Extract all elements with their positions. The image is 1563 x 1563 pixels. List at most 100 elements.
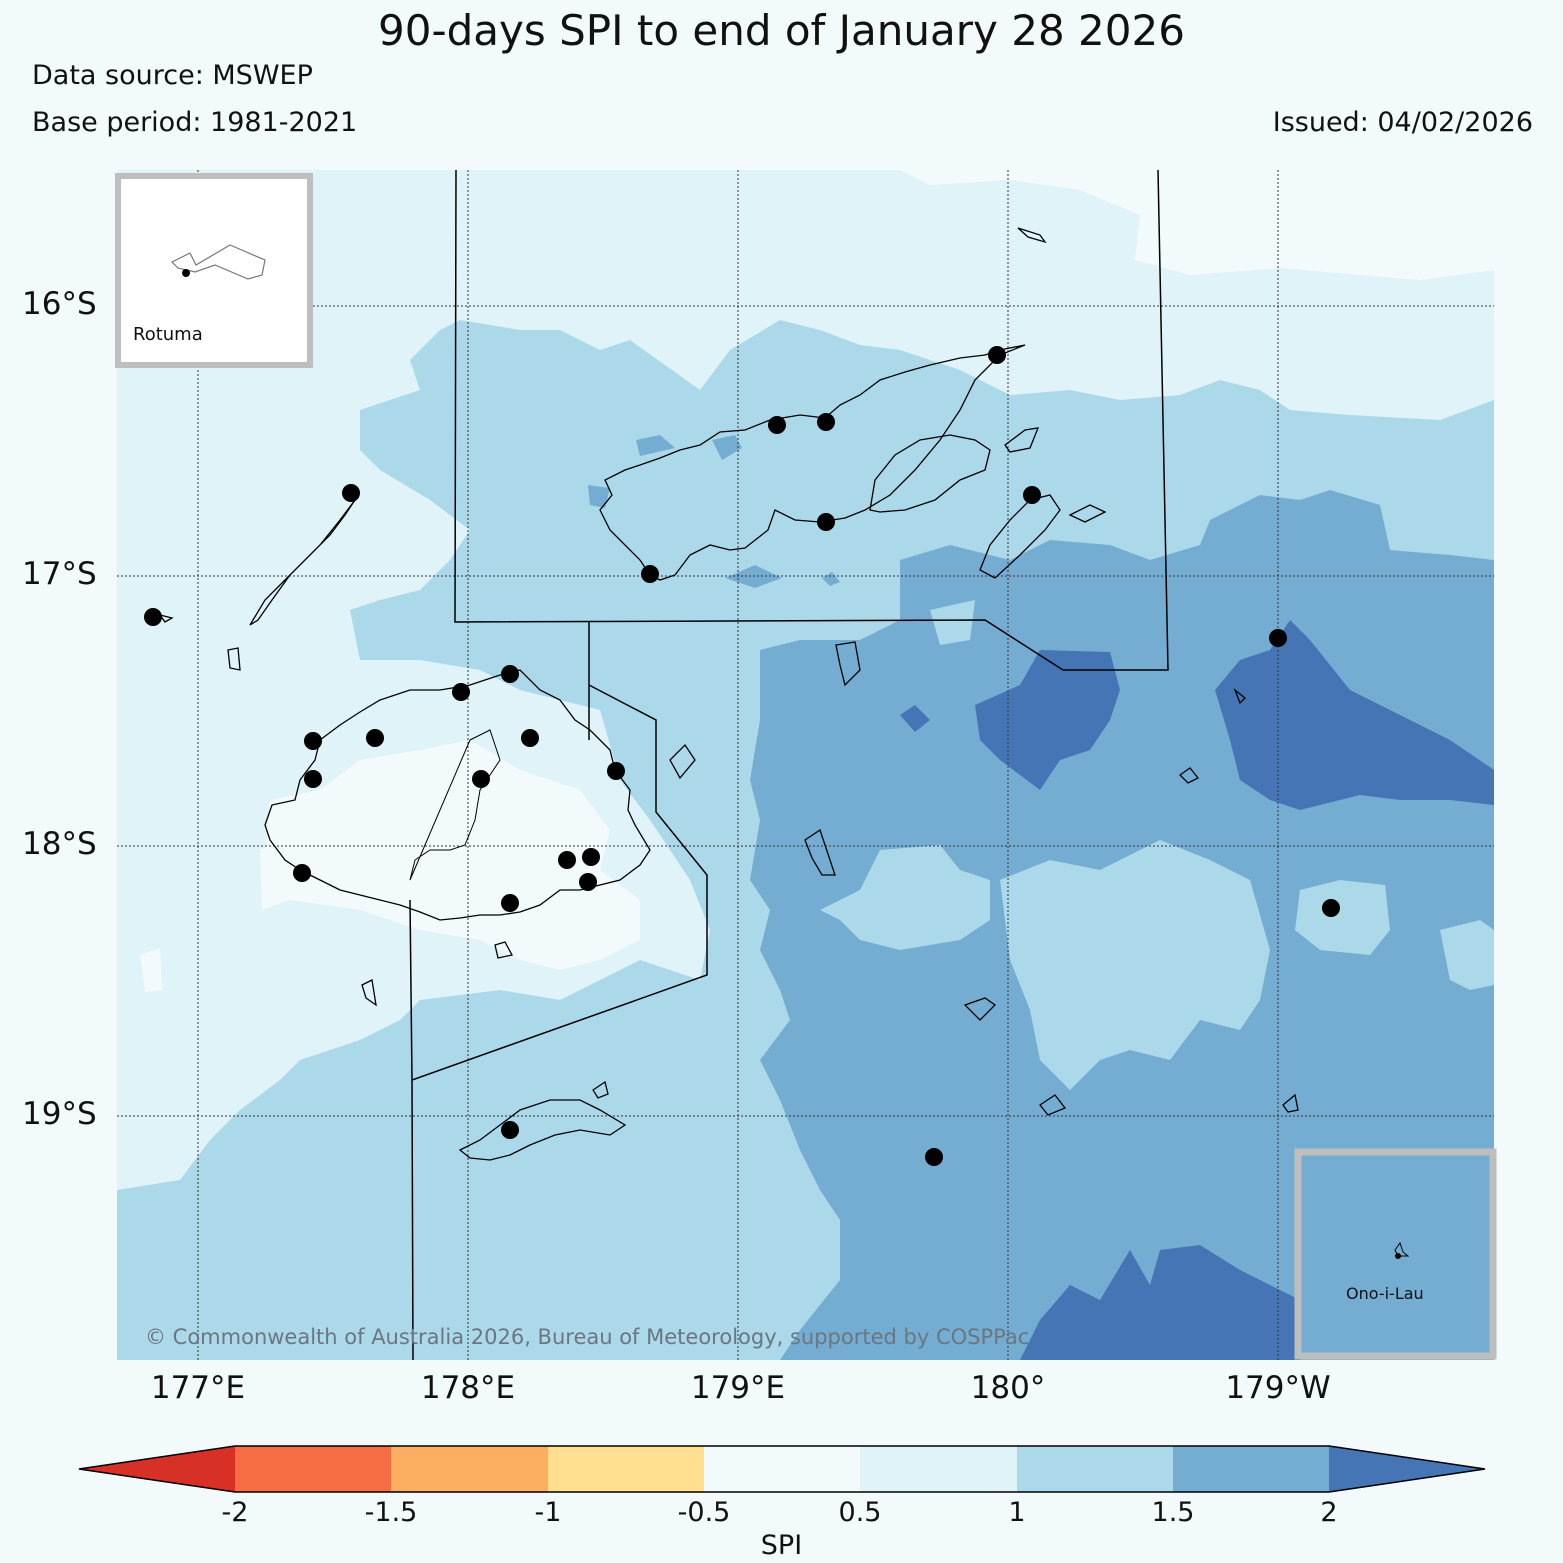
station-dot [768,416,786,434]
spi-region-0-05-small-2 [140,948,162,992]
station-dot [817,413,835,431]
lon-label-179w: 179°W [1225,1370,1331,1406]
colorbar-segment [704,1446,861,1492]
station-dot [293,864,311,882]
ono-i-lau-station-dot [1395,1253,1401,1259]
spi-region-1-15-hole-4 [1440,920,1494,990]
station-dot [579,873,597,891]
small-island-14 [361,979,377,1007]
station-markers [144,346,1340,1166]
small-island-4 [158,613,174,623]
small-island-6 [669,743,696,780]
spi-region-1-15-hole-3 [1295,880,1390,955]
station-dot [607,762,625,780]
spi-region-0-05-vitilevu [265,740,640,970]
ono-i-lau-inset [1294,1148,1497,1360]
vanua-levu-peninsula [869,434,991,513]
station-dot [521,729,539,747]
station-dot [641,565,659,583]
spi-region-1-15-hole-5 [930,600,975,645]
colorbar-tick: -1 [534,1497,562,1528]
small-island-10 [1178,767,1200,784]
station-dot [582,848,600,866]
colorbar-outline [78,1445,1486,1493]
colorbar-segment [1173,1446,1330,1492]
colorbar-label: SPI [760,1530,803,1561]
colorbar-segment [548,1446,705,1492]
colorbar-tick: -1.5 [364,1497,418,1528]
station-dot [501,894,519,912]
spi-region-gt2-d [1020,1245,1300,1360]
graticule [117,170,1494,1360]
colorbar-segment [860,1446,1017,1492]
copyright-notice: © Commonwealth of Australia 2026, Bureau… [145,1325,1030,1349]
spi-region-gt2-b [1215,620,1494,810]
small-island-3 [227,647,241,671]
issued-date-text: Issued: 04/02/2026 [1272,107,1533,138]
small-island-7 [804,828,836,876]
colorbar-tick: -0.5 [677,1497,731,1528]
station-dot [144,608,162,626]
small-island-8 [963,997,997,1021]
colorbar-extend-high [1329,1446,1485,1492]
lat-label-18s: 18°S [22,826,97,862]
colorbar-segment [1017,1446,1174,1492]
division-boundaries [409,169,1169,1361]
rotuma-island-outline [170,244,266,280]
data-source-text: Data source: MSWEP [32,60,313,91]
rotuma-inset [115,173,313,368]
station-dot [304,732,322,750]
colorbar-segment [235,1446,392,1492]
small-island-16 [494,941,513,959]
spi-region-1-15-hole [1000,840,1270,1090]
taveuni-coast [979,494,1061,579]
spi-speck-3 [588,485,610,508]
spi-region-0-05-north [117,170,1494,280]
station-dot [925,1148,943,1166]
colorbar [78,1445,1486,1493]
lat-label-19s: 19°S [22,1096,97,1132]
kadavu-coast [458,1099,627,1161]
page-title: 90-days SPI to end of January 28 2026 [378,6,1185,55]
station-dot [1023,486,1041,504]
rotuma-inset-label: Rotuma [133,324,203,345]
station-dot [501,665,519,683]
rotuma-station-dot [182,269,190,277]
ono-i-lau-inset-label: Ono-i-Lau [1346,1284,1424,1303]
small-island-13 [1017,227,1047,244]
yasawa-coast [249,499,356,626]
lon-label-178e: 178°E [420,1370,516,1406]
colorbar-tick: 1.5 [1151,1497,1195,1528]
station-dot [452,683,470,701]
station-dot [304,770,322,788]
lat-label-17s: 17°S [22,556,97,592]
station-dot [342,484,360,502]
spi-region-gt2-c [900,705,930,732]
station-dot [501,1121,519,1139]
vanua-levu-coast [599,344,1026,581]
colorbar-tick: -2 [221,1497,249,1528]
small-island-2 [1068,504,1107,523]
small-island-5 [835,641,861,687]
station-dot [1322,899,1340,917]
spi-region-1-15-hole-2 [820,845,990,950]
small-island-11 [1233,687,1246,705]
ono-i-lau-inset-frame [1294,1148,1497,1360]
small-island-12 [1282,1093,1299,1113]
base-period-text: Base period: 1981-2021 [32,107,358,138]
spi-speck-2 [712,435,742,460]
small-island-15 [592,1080,609,1099]
lon-label-177e: 177°E [150,1370,246,1406]
station-dot [988,346,1006,364]
spi-speck-1 [636,435,675,456]
station-dot [817,513,835,531]
small-island-9 [1039,1094,1067,1116]
rotuma-inset-frame [115,173,313,368]
station-dot [472,770,490,788]
station-dot [558,851,576,869]
spi-region-gt2-a [975,650,1120,790]
colorbar-tick: 1 [1008,1497,1026,1528]
colorbar-segment [391,1446,548,1492]
